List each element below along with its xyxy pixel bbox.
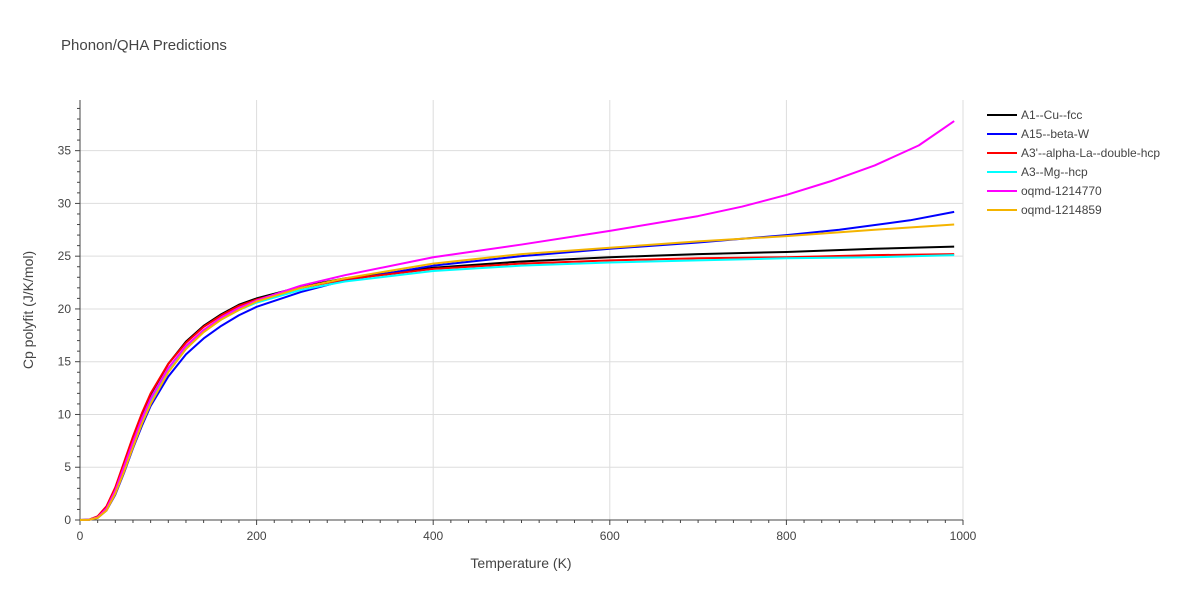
x-tick-label: 0 (77, 529, 84, 543)
legend-label: A1--Cu--fcc (1021, 108, 1082, 122)
x-tick-label: 600 (600, 529, 620, 543)
y-axis-title: Cp polyfit (J/K/mol) (20, 251, 36, 369)
axes: 0 200 400 600 800 1000 0 5 10 15 20 25 30 35 (58, 100, 977, 543)
y-tick-label: 5 (64, 460, 71, 474)
x-tick-label: 1000 (950, 529, 977, 543)
legend-label: A3--Mg--hcp (1021, 165, 1088, 179)
x-tick-label: 400 (423, 529, 443, 543)
series-lines (79, 120, 955, 521)
legend-item[interactable]: A3--Mg--hcp (987, 165, 1088, 179)
y-tick-label: 15 (58, 355, 72, 369)
legend-label: oqmd-1214859 (1021, 203, 1102, 217)
y-tick-label: 0 (64, 513, 71, 527)
legend-label: oqmd-1214770 (1021, 184, 1102, 198)
grid-lines (80, 100, 964, 520)
legend-item[interactable]: A1--Cu--fcc (987, 108, 1082, 122)
x-axis-title: Temperature (K) (470, 555, 571, 571)
legend-item[interactable]: A15--beta-W (987, 127, 1090, 141)
y-tick-label: 25 (58, 249, 72, 263)
series-line-4[interactable] (79, 254, 955, 521)
legend[interactable]: A1--Cu--fcc A15--beta-W A3'--alpha-La--dou… (987, 108, 1160, 217)
y-tick-label: 35 (58, 144, 72, 158)
legend-label: A15--beta-W (1021, 127, 1090, 141)
legend-item[interactable]: oqmd-1214859 (987, 203, 1102, 217)
legend-label: A3'--alpha-La--double-hcp (1021, 146, 1160, 160)
series-line-3[interactable] (79, 253, 955, 521)
series-line-6[interactable] (79, 223, 955, 521)
series-line-5[interactable] (79, 120, 955, 521)
series-line-1[interactable] (79, 245, 955, 521)
x-tick-label: 200 (247, 529, 267, 543)
x-tick-label: 800 (776, 529, 796, 543)
legend-item[interactable]: A3'--alpha-La--double-hcp (987, 146, 1160, 160)
legend-item[interactable]: oqmd-1214770 (987, 184, 1102, 198)
y-tick-label: 30 (58, 196, 72, 210)
y-tick-label: 20 (58, 302, 72, 316)
y-tick-label: 10 (58, 407, 72, 421)
chart-title: Phonon/QHA Predictions (61, 37, 227, 54)
